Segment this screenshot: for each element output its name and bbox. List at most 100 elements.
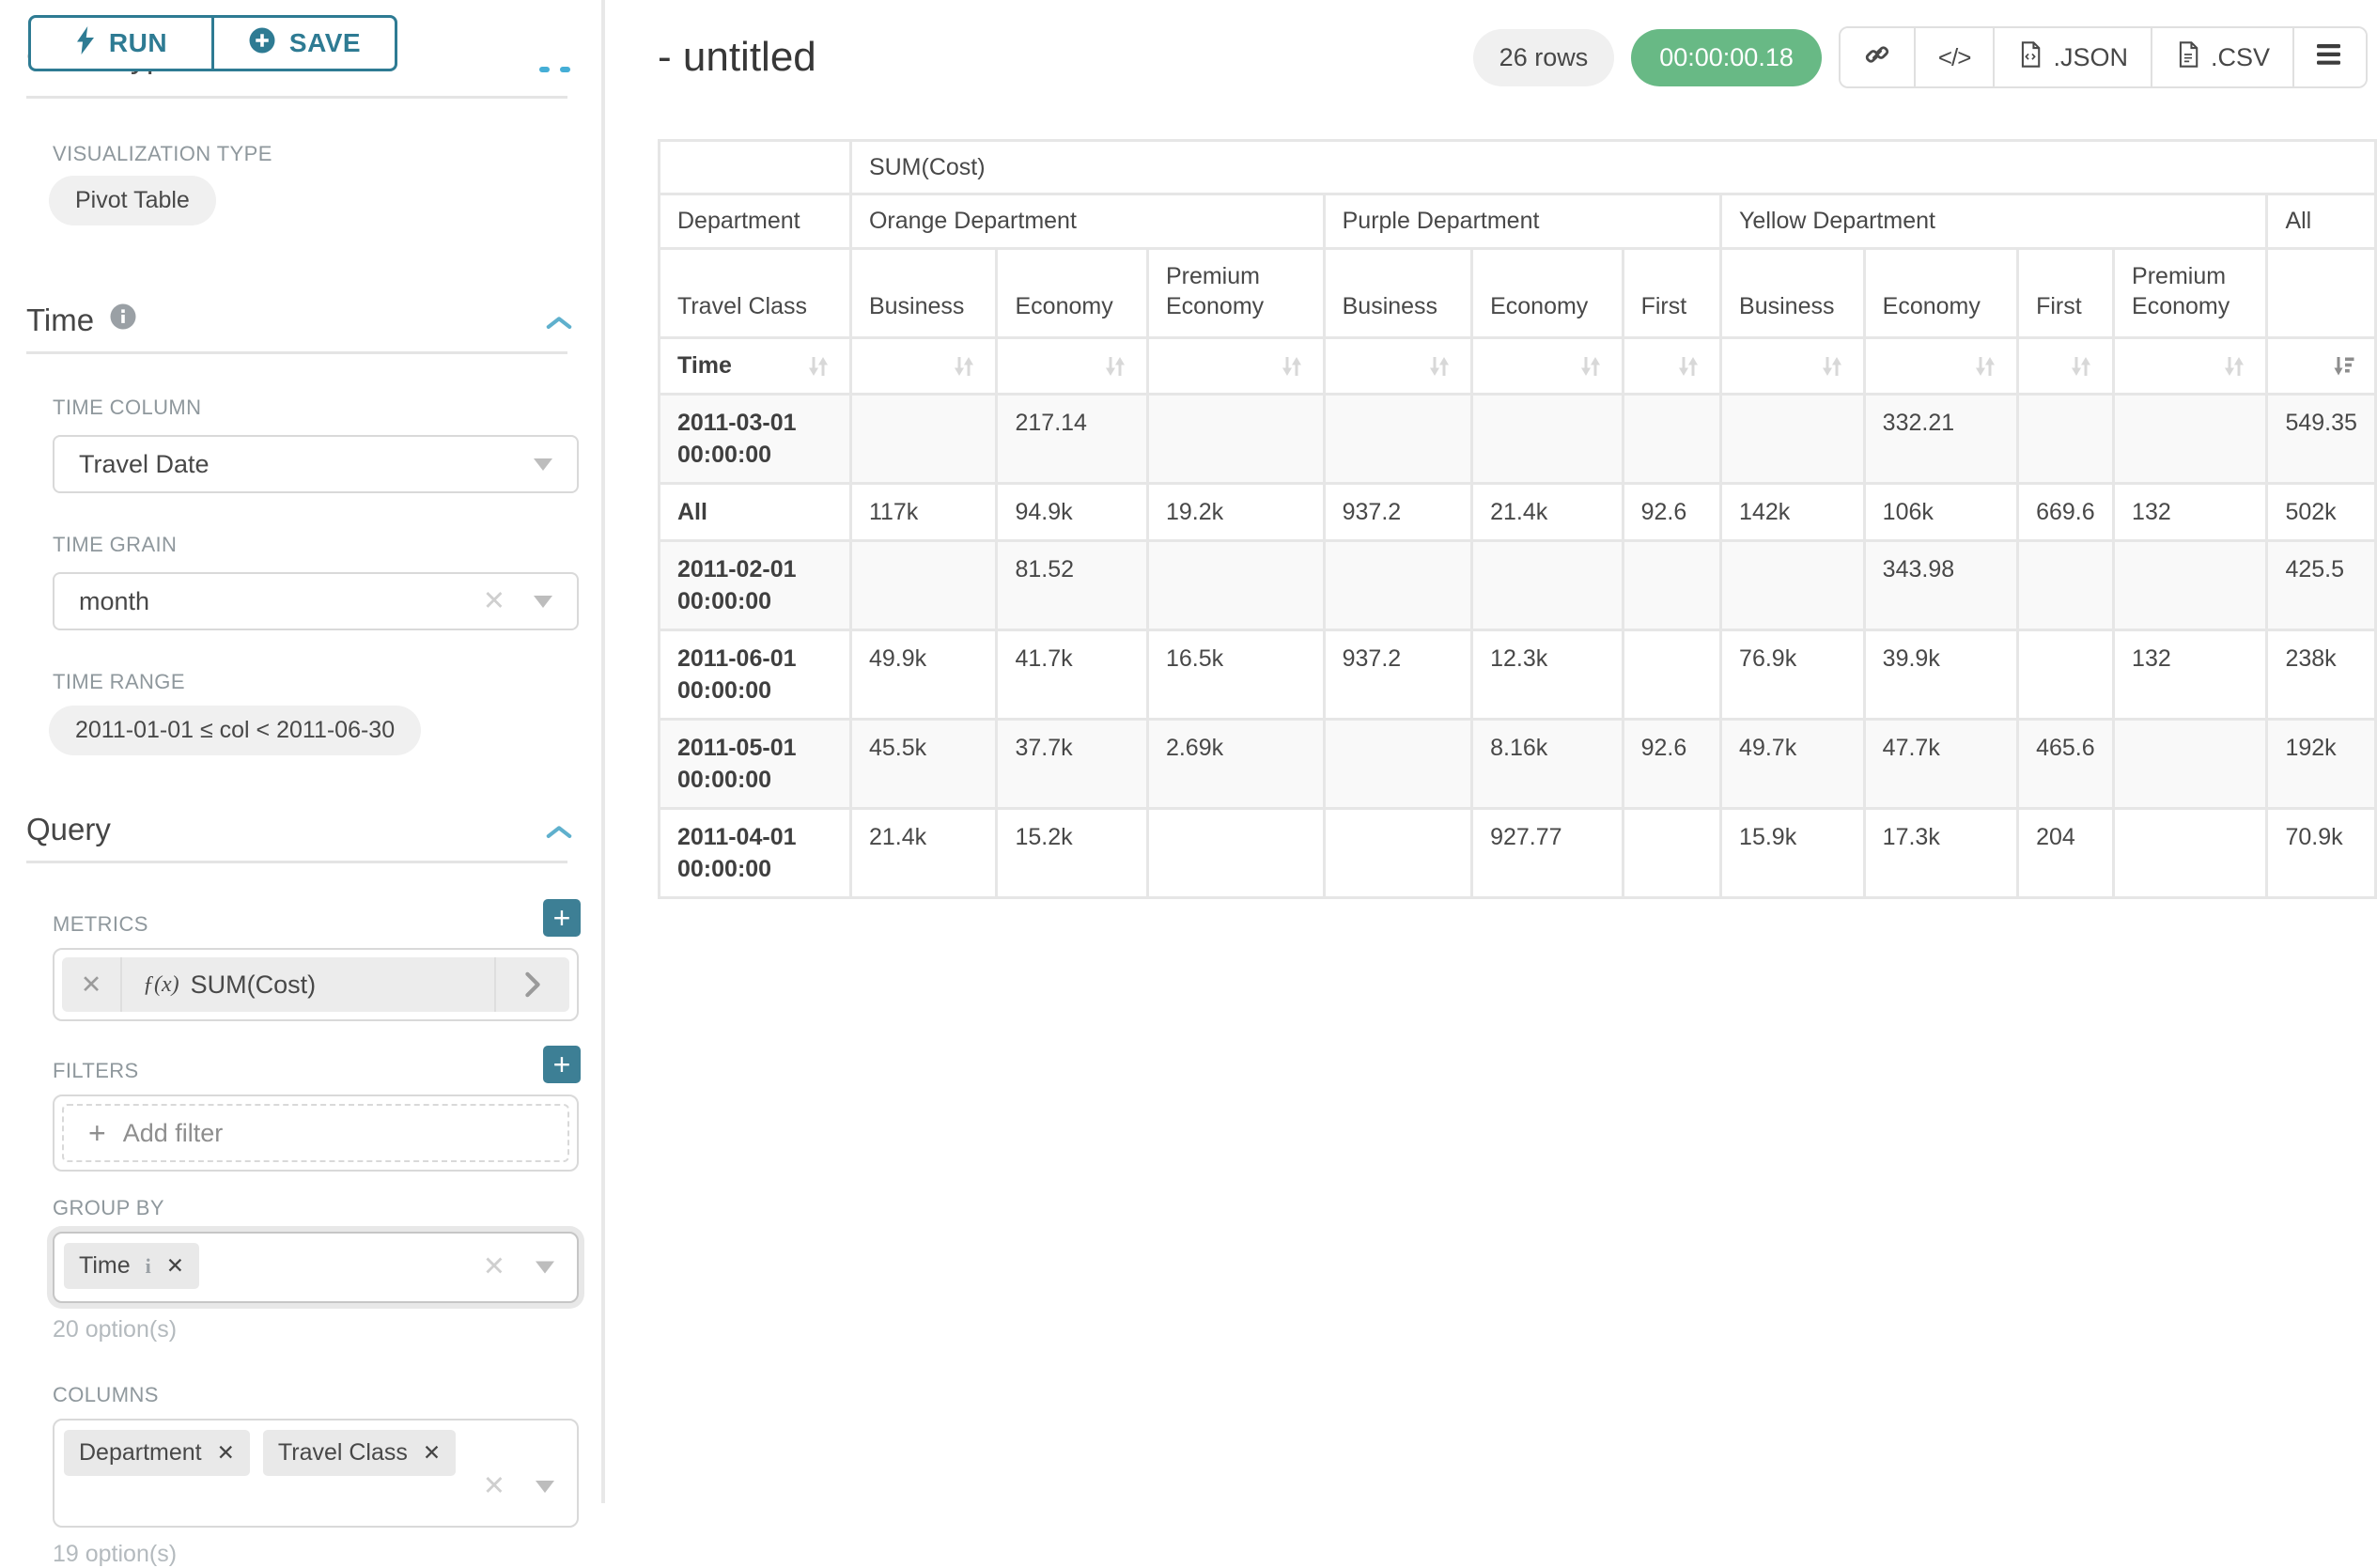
pivot-cell	[2016, 629, 2116, 721]
pivot-cell: 92.6	[1621, 482, 1723, 542]
time-section-header: Time	[26, 303, 573, 338]
travel-class-header: First	[2016, 247, 2116, 339]
pivot-cell: 192k	[2265, 718, 2377, 810]
sort-icon	[1425, 352, 1453, 380]
run-save-button-group: RUN SAVE	[28, 15, 397, 71]
view-query-button[interactable]: </>	[1913, 28, 1994, 86]
pivot-cell: 2.69k	[1145, 718, 1326, 810]
add-filter-label: Add filter	[122, 1118, 224, 1147]
group-by-select[interactable]: Time i ✕ ✕	[53, 1232, 579, 1303]
clear-icon[interactable]: ✕	[482, 1251, 505, 1282]
add-filter-button[interactable]: + Add filter	[62, 1104, 569, 1162]
sort-header[interactable]	[1322, 336, 1474, 396]
selected-value-chip[interactable]: Travel Class ✕	[262, 1430, 457, 1476]
chevron-down-icon[interactable]	[536, 1481, 554, 1493]
pivot-cell: 19.2k	[1145, 482, 1326, 542]
chevron-down-icon[interactable]	[536, 1261, 554, 1274]
pivot-row-label: 2011-04-01 00:00:00	[658, 807, 852, 899]
columns-select[interactable]: Department ✕ Travel Class ✕ ✕	[53, 1419, 579, 1528]
pivot-cell: 49.9k	[848, 629, 999, 721]
pivot-cell	[1322, 539, 1474, 631]
visualization-type-pill[interactable]: Pivot Table	[49, 176, 216, 225]
chart-title[interactable]: - untitled	[658, 34, 816, 80]
link-icon	[1863, 40, 1891, 75]
share-link-button[interactable]	[1840, 28, 1914, 86]
remove-chip-icon[interactable]: ✕	[165, 1253, 185, 1278]
metric-name: SUM(Cost)	[190, 970, 317, 999]
sort-header-time[interactable]: Time	[658, 336, 852, 396]
time-column-select[interactable]: Travel Date	[53, 435, 579, 493]
run-button[interactable]: RUN	[28, 15, 214, 71]
travel-class-header: Premium Economy	[1145, 247, 1326, 339]
export-json-button[interactable]: .JSON	[1993, 28, 2151, 86]
save-button[interactable]: SAVE	[211, 15, 397, 71]
code-icon: </>	[1937, 42, 1972, 71]
add-filter-plus-button[interactable]: +	[543, 1046, 581, 1083]
travel-class-header: Business	[848, 247, 999, 339]
pivot-row: 2011-06-01 00:00:00 49.9k 41.7k 16.5k 937.2 1…	[658, 629, 2377, 721]
time-column-value: Travel Date	[79, 449, 210, 478]
sort-header[interactable]	[1470, 336, 1624, 396]
chevron-up-icon-clipped	[539, 67, 550, 72]
sort-header[interactable]	[995, 336, 1149, 396]
more-options-button[interactable]	[2292, 28, 2366, 86]
sort-header-active-desc[interactable]	[2265, 336, 2377, 396]
sort-header[interactable]	[2016, 336, 2116, 396]
chevron-up-icon[interactable]	[545, 303, 573, 338]
selected-value-chip[interactable]: Department ✕	[64, 1430, 250, 1476]
filters-label: FILTERS	[53, 1059, 139, 1082]
time-range-pill[interactable]: 2011-01-01 ≤ col < 2011-06-30	[49, 706, 422, 755]
department-header: Purple Department	[1322, 193, 1723, 250]
divider	[26, 96, 567, 99]
selected-value-chip[interactable]: Time i ✕	[64, 1243, 200, 1289]
sort-header[interactable]	[848, 336, 999, 396]
pivot-row-label: 2011-02-01 00:00:00	[658, 539, 852, 631]
group-by-options-note: 20 option(s)	[53, 1316, 178, 1343]
pivot-row-label: 2011-06-01 00:00:00	[658, 629, 852, 721]
remove-chip-icon[interactable]: ✕	[422, 1440, 442, 1465]
pivot-cell: 49.7k	[1719, 718, 1866, 810]
travel-class-header: Economy	[1862, 247, 2020, 339]
metric-pill[interactable]: ✕ ƒ(x) SUM(Cost)	[62, 957, 569, 1012]
metric-name-header: SUM(Cost)	[848, 139, 2377, 195]
sort-header[interactable]	[1719, 336, 1866, 396]
pivot-cell	[1719, 393, 1866, 485]
sort-header[interactable]	[1862, 336, 2020, 396]
clear-icon[interactable]: ✕	[482, 585, 505, 616]
time-grain-select[interactable]: month ✕	[53, 572, 579, 630]
pivot-cell	[1621, 807, 1723, 899]
sort-desc-icon	[2329, 352, 2357, 380]
pivot-row: All 117k 94.9k 19.2k 937.2 21.4k 92.6 142k 106k 6…	[658, 482, 2377, 542]
pivot-cell	[1621, 539, 1723, 631]
pivot-row: 2011-04-01 00:00:00 21.4k 15.2k 927.77 15.9k…	[658, 807, 2377, 899]
pivot-cell: 21.4k	[848, 807, 999, 899]
hamburger-menu-icon	[2317, 43, 2343, 72]
sort-header[interactable]	[1621, 336, 1723, 396]
chart-panel: - untitled 26 rows 00:00:00.18 </>	[609, 0, 2377, 1503]
chevron-down-icon[interactable]	[534, 595, 552, 608]
add-metric-button[interactable]: +	[543, 899, 581, 937]
sort-header[interactable]	[1145, 336, 1326, 396]
clear-icon[interactable]: ✕	[482, 1471, 505, 1501]
sort-header[interactable]	[2112, 336, 2269, 396]
pivot-cell	[1621, 629, 1723, 721]
sort-icon	[1674, 352, 1702, 380]
pivot-cell: 39.9k	[1862, 629, 2020, 721]
pivot-cell	[2016, 539, 2116, 631]
pivot-cell: 15.2k	[995, 807, 1149, 899]
chip-label: Travel Class	[277, 1439, 408, 1466]
department-header: All	[2265, 193, 2377, 250]
pivot-cell	[848, 539, 999, 631]
pivot-cell: 12.3k	[1470, 629, 1624, 721]
chevron-up-icon[interactable]	[545, 812, 573, 847]
travel-class-header: Business	[1719, 247, 1866, 339]
remove-chip-icon[interactable]: ✕	[216, 1440, 235, 1465]
pivot-table: SUM(Cost) Department Orange Department Purp…	[658, 139, 2377, 899]
pivot-cell: 8.16k	[1470, 718, 1624, 810]
remove-metric-icon[interactable]: ✕	[62, 957, 122, 1012]
chevron-down-icon[interactable]	[534, 458, 552, 471]
sort-icon	[804, 352, 832, 380]
chevron-right-icon[interactable]	[494, 957, 569, 1012]
export-csv-button[interactable]: .CSV	[2150, 28, 2292, 86]
bolt-icon	[75, 25, 96, 61]
